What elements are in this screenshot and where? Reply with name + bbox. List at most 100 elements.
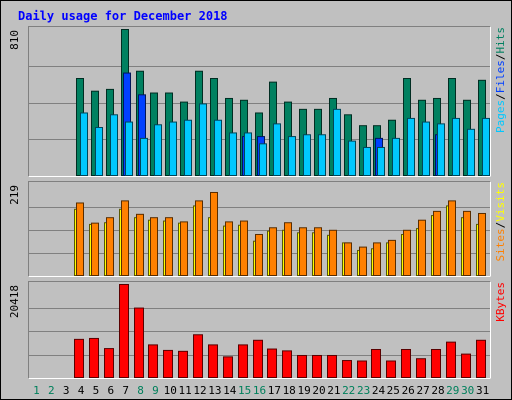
bar-pages (437, 123, 445, 176)
bar-sites (76, 202, 84, 277)
bar-pages (452, 117, 460, 176)
bar-pages (392, 137, 400, 176)
bar-pages (199, 103, 207, 176)
bar-pages (214, 119, 222, 176)
x-tick-label: 6 (107, 384, 114, 397)
bar-kbytes (134, 307, 144, 379)
bar-sites (121, 200, 129, 276)
x-tick-label: 15 (238, 384, 251, 397)
x-tick-label: 21 (327, 384, 340, 397)
bar-sites (433, 210, 441, 277)
bar-kbytes (267, 348, 277, 378)
bar-kbytes (357, 360, 367, 379)
x-tick-label: 26 (402, 384, 415, 397)
bar-pages (333, 108, 341, 176)
bar-pages (407, 117, 415, 176)
legend-entry: KBytes (494, 282, 507, 322)
y-max-label: 810 (8, 30, 21, 50)
x-tick-label: 5 (93, 384, 100, 397)
bar-kbytes (416, 358, 426, 378)
x-tick-label: 3 (63, 384, 70, 397)
bar-sites (359, 246, 367, 277)
x-tick-label: 29 (446, 384, 459, 397)
bar-kbytes (148, 344, 158, 378)
x-tick-label: 14 (223, 384, 237, 397)
bar-pages (259, 143, 267, 176)
x-tick-label: 16 (253, 384, 266, 397)
x-tick-label: 25 (387, 384, 400, 397)
bar-sites (180, 221, 188, 276)
bar-sites (299, 227, 307, 277)
bar-pages (422, 121, 430, 176)
legend-separator: / (494, 54, 507, 61)
legend-entry: Hits (494, 27, 507, 54)
x-tick-label: 2 (48, 384, 55, 397)
bar-kbytes (178, 350, 188, 378)
legend-entry: Pages (494, 100, 507, 133)
x-tick-label: 11 (178, 384, 191, 397)
bar-pages (288, 136, 296, 177)
x-tick-label: 24 (372, 384, 386, 397)
bar-pages (125, 121, 133, 176)
legend-entry: Files (494, 60, 507, 93)
bar-kbytes (193, 334, 203, 378)
x-tick-label: 30 (461, 384, 474, 397)
bar-kbytes (282, 350, 292, 379)
bar-sites (255, 233, 263, 276)
bar-sites (344, 242, 352, 277)
x-tick-label: 4 (78, 384, 85, 397)
bar-sites (165, 217, 173, 276)
bar-pages (318, 134, 326, 177)
bar-kbytes (461, 353, 471, 379)
bar-pages (273, 123, 281, 176)
bar-pages (229, 132, 237, 176)
bar-kbytes (104, 348, 114, 378)
bar-kbytes (223, 356, 233, 379)
bar-pages (244, 132, 252, 176)
bar-sites (150, 217, 158, 276)
bar-kbytes (163, 349, 173, 378)
bar-sites (91, 222, 99, 277)
bar-sites (106, 217, 114, 276)
x-tick-label: 27 (416, 384, 429, 397)
legend-separator: / (494, 93, 507, 100)
bar-pages (140, 137, 148, 176)
x-tick-label: 22 (342, 384, 355, 397)
bar-pages (482, 117, 490, 176)
bar-kbytes (386, 360, 396, 379)
bar-kbytes (238, 344, 248, 378)
bar-pages (363, 146, 371, 177)
x-tick-label: 12 (193, 384, 206, 397)
bar-sites (329, 229, 337, 276)
x-tick-label: 31 (476, 384, 489, 397)
legend-hits: Pages/Files/Hits (494, 27, 507, 133)
x-tick-label: 19 (297, 384, 310, 397)
bar-kbytes (312, 354, 322, 379)
bar-kbytes (431, 348, 441, 379)
y-max-label: 219 (8, 185, 21, 205)
bar-sites (418, 219, 426, 276)
series-pages (80, 103, 490, 177)
bar-kbytes (74, 338, 84, 378)
bar-sites (210, 191, 218, 276)
x-axis-tick-labels: 1 2 3 4 5 6 7 8 9 10 11 12 13 14 15 16 17 18 19 20 21 22 23 24 2… (33, 384, 489, 397)
bar-kbytes (446, 341, 456, 378)
bar-pages (110, 114, 118, 176)
bar-sites (373, 242, 381, 277)
x-tick-label: 7 (122, 384, 129, 397)
bar-sites (314, 227, 322, 277)
bar-pages (467, 128, 475, 177)
bar-sites (225, 221, 233, 276)
x-tick-label: 28 (431, 384, 444, 397)
bar-sites (136, 213, 144, 276)
bar-pages (169, 121, 177, 176)
bar-kbytes (371, 348, 381, 379)
bar-pages (184, 119, 192, 176)
bar-kbytes (401, 348, 411, 379)
series-sites (76, 191, 486, 277)
bar-sites (403, 229, 411, 276)
legend-entry: Visits (494, 182, 507, 222)
